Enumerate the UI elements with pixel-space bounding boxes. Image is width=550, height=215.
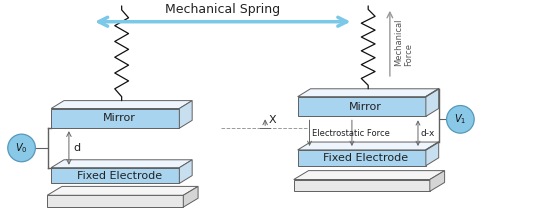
Text: Fixed Electrode: Fixed Electrode: [76, 170, 162, 181]
Text: $V_1$: $V_1$: [454, 112, 466, 126]
Text: Mirror: Mirror: [349, 101, 382, 112]
Text: d: d: [74, 143, 81, 153]
Polygon shape: [47, 186, 198, 195]
Polygon shape: [298, 150, 426, 166]
Polygon shape: [294, 171, 444, 180]
Polygon shape: [430, 171, 444, 191]
Text: $V_0$: $V_0$: [15, 141, 28, 155]
Polygon shape: [298, 97, 426, 116]
Circle shape: [8, 134, 35, 162]
Polygon shape: [51, 109, 179, 128]
Polygon shape: [294, 180, 430, 191]
FancyArrowPatch shape: [99, 17, 346, 26]
Polygon shape: [426, 142, 439, 166]
Polygon shape: [47, 195, 183, 207]
Text: X: X: [269, 115, 277, 125]
Polygon shape: [51, 160, 192, 168]
Polygon shape: [298, 142, 439, 150]
Text: Electrostatic Force: Electrostatic Force: [312, 129, 390, 138]
Circle shape: [447, 106, 474, 133]
Polygon shape: [298, 89, 439, 97]
Text: Fixed Electrode: Fixed Electrode: [323, 153, 408, 163]
Polygon shape: [51, 168, 179, 183]
Polygon shape: [426, 89, 439, 116]
Polygon shape: [179, 160, 192, 183]
Text: Mechanical Spring: Mechanical Spring: [165, 3, 280, 16]
Polygon shape: [179, 101, 192, 128]
Text: Mechanical
Force: Mechanical Force: [394, 19, 413, 66]
Text: Mirror: Mirror: [103, 113, 135, 123]
Polygon shape: [183, 186, 198, 207]
Polygon shape: [51, 101, 192, 109]
Text: d-x: d-x: [421, 129, 435, 138]
